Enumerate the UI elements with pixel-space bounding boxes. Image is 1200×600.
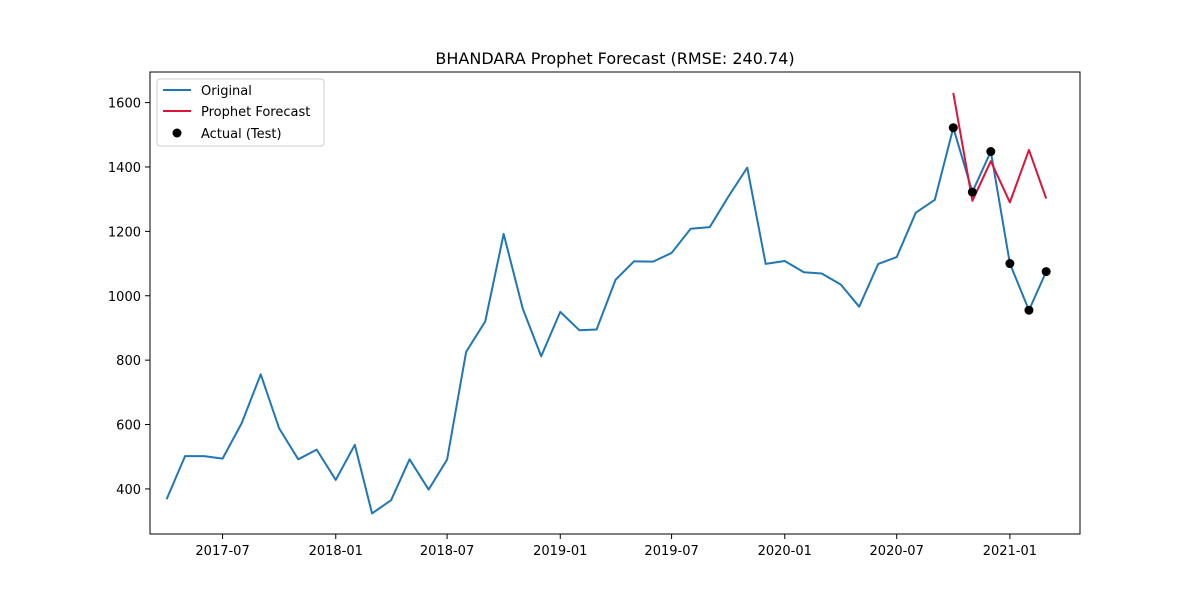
x-tick-label: 2017-07	[195, 544, 249, 559]
data-point-actual-test	[1005, 259, 1015, 269]
y-tick-label: 1600	[108, 97, 141, 112]
series-line-original	[165, 126, 1048, 515]
legend: Original Prophet Forecast Actual (Test)	[156, 78, 325, 147]
legend-label-original: Original	[201, 84, 252, 99]
y-tick-label: 1000	[108, 290, 141, 305]
y-tick-label: 1400	[108, 161, 141, 176]
legend-label-prophet-forecast: Prophet Forecast	[201, 105, 310, 120]
legend-label-actual-test: Actual (Test)	[201, 127, 282, 142]
chart-title: BHANDARA Prophet Forecast (RMSE: 240.74)	[435, 49, 794, 68]
y-tick-label: 800	[116, 354, 141, 369]
y-tick-label: 1200	[108, 225, 141, 240]
legend-box	[156, 78, 325, 147]
x-tick-label: 2018-07	[420, 544, 474, 559]
data-point-actual-test	[986, 147, 996, 157]
x-tick-label: 2021-01	[983, 544, 1037, 559]
data-point-actual-test	[1024, 305, 1034, 315]
x-axis: 2017-07 2018-01 2018-07 2019-01 2019-07 2020-…	[195, 534, 1037, 559]
y-tick-label: 400	[116, 483, 141, 498]
x-tick-label: 2020-07	[870, 544, 924, 559]
plot-area	[149, 71, 1081, 535]
series-line-prophet-forecast	[952, 92, 1048, 204]
data-point-actual-test	[948, 123, 958, 133]
series-layer	[165, 92, 1051, 515]
y-axis: 400 600 800 1000 1200 1400 1600	[108, 97, 150, 498]
y-tick-label: 600	[116, 419, 141, 434]
x-tick-label: 2019-07	[644, 544, 698, 559]
data-point-actual-test	[1041, 267, 1051, 277]
x-tick-label: 2018-01	[309, 544, 363, 559]
x-tick-label: 2019-01	[533, 544, 587, 559]
legend-swatch-actual-test	[172, 128, 182, 138]
x-tick-label: 2020-01	[758, 544, 812, 559]
data-point-actual-test	[967, 187, 977, 197]
plot-frame	[149, 71, 1081, 535]
plot-background	[150, 72, 1080, 534]
